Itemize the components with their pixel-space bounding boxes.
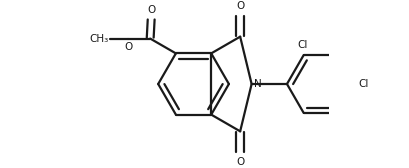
Text: N: N bbox=[253, 79, 261, 89]
Text: Cl: Cl bbox=[358, 79, 368, 89]
Text: CH₃: CH₃ bbox=[89, 34, 108, 44]
Text: O: O bbox=[147, 5, 155, 15]
Text: O: O bbox=[124, 42, 132, 52]
Text: O: O bbox=[236, 1, 244, 11]
Text: Cl: Cl bbox=[297, 40, 307, 50]
Text: O: O bbox=[236, 157, 244, 167]
